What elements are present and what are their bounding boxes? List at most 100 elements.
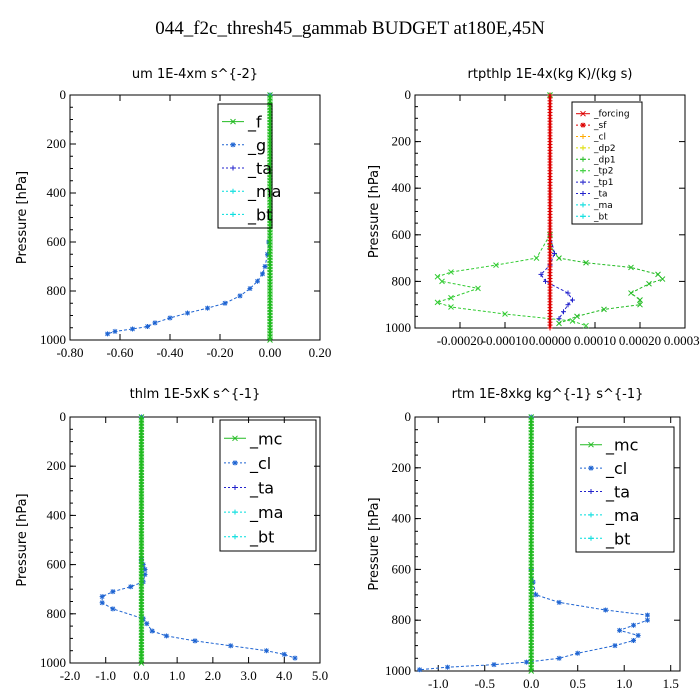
data-point xyxy=(612,643,618,649)
legend-label: _ma xyxy=(249,503,283,523)
series-line xyxy=(540,95,574,319)
x-tick-label: 4.0 xyxy=(276,668,292,683)
x-tick-label: 0.20 xyxy=(309,345,332,360)
legend-marker xyxy=(588,489,594,494)
legend-label: _mc xyxy=(249,429,282,449)
data-point xyxy=(646,280,652,287)
y-axis-label: Pressure [hPa] xyxy=(15,493,30,586)
y-tick-label: 800 xyxy=(392,273,412,288)
legend-label: _dp2 xyxy=(593,144,616,154)
data-point xyxy=(533,592,539,598)
x-tick-label: 5.0 xyxy=(312,668,328,683)
data-point xyxy=(547,325,553,331)
data-point xyxy=(635,632,641,638)
legend-label: _tp1 xyxy=(593,178,613,188)
legend-label: _dp1 xyxy=(593,155,616,165)
data-point xyxy=(262,264,268,269)
data-point xyxy=(601,306,607,313)
data-point xyxy=(524,659,530,665)
y-tick-label: 0 xyxy=(405,87,412,102)
legend-label: _bt xyxy=(249,528,274,548)
data-point xyxy=(110,606,116,612)
data-point xyxy=(570,297,575,303)
data-point xyxy=(556,320,562,327)
legend-label: _bt xyxy=(605,529,630,549)
y-tick-label: 0 xyxy=(60,409,67,424)
data-point xyxy=(556,316,562,322)
x-tick-label: 1.0 xyxy=(169,668,185,683)
data-point xyxy=(163,633,169,639)
x-tick-label: 0.0 xyxy=(523,676,539,691)
data-point xyxy=(281,651,287,657)
data-point xyxy=(105,331,110,337)
data-point xyxy=(99,594,105,600)
panel-title: rtm 1E-8xkg kg^{-1} s^{-1} xyxy=(452,387,644,402)
data-point xyxy=(502,311,508,317)
data-point xyxy=(538,271,544,277)
legend-marker xyxy=(232,485,238,490)
data-point xyxy=(138,660,145,666)
y-tick-label: 0 xyxy=(60,87,67,102)
y-axis-label: Pressure [hPa] xyxy=(367,497,382,590)
x-tick-label: -0.00010 xyxy=(482,333,529,348)
data-point xyxy=(491,662,497,668)
legend-label: _f xyxy=(247,113,262,133)
data-point xyxy=(99,600,105,606)
data-point xyxy=(260,271,265,277)
y-tick-label: 400 xyxy=(47,507,67,522)
panel-um: um 1E-4xm s^{-2} Pressure [hPa] 0 200 400 600… xyxy=(15,67,331,360)
y-tick-label: 1000 xyxy=(385,320,411,335)
panel-title: rtpthlp 1E-4x(kg K)/(kg s) xyxy=(468,67,633,82)
data-point xyxy=(475,285,481,292)
data-point xyxy=(247,286,253,292)
legend-box xyxy=(217,103,273,229)
series-line xyxy=(101,417,296,659)
data-point xyxy=(528,668,535,674)
x-tick-label: 0.00 xyxy=(259,345,282,360)
legend-marker xyxy=(232,534,238,540)
legend-label: _forcing xyxy=(593,110,630,120)
legend-marker xyxy=(232,460,238,466)
data-point xyxy=(267,337,273,343)
data-point xyxy=(128,584,134,590)
y-tick-label: 400 xyxy=(47,185,67,200)
data-point xyxy=(617,627,623,633)
x-tick-label: -0.40 xyxy=(156,345,183,360)
data-point xyxy=(556,655,562,661)
legend-marker xyxy=(580,191,586,196)
data-point xyxy=(603,607,609,613)
y-tick-label: 400 xyxy=(392,180,412,195)
legend-label: _ta xyxy=(593,190,608,200)
x-tick-label: 0.00000 xyxy=(529,333,571,348)
legend-label: _bt xyxy=(593,212,608,222)
x-tick-label: 2.0 xyxy=(205,668,221,683)
legend-marker xyxy=(230,211,236,217)
legend-label: _ma xyxy=(593,201,613,211)
data-point xyxy=(644,617,650,623)
data-point xyxy=(144,621,150,627)
legend-box xyxy=(219,419,317,552)
legend-label: _ta xyxy=(249,479,274,499)
data-point xyxy=(575,650,581,656)
legend: _f _g _ta _ma _bt xyxy=(217,103,281,229)
data-point xyxy=(533,255,540,261)
legend-marker xyxy=(588,535,594,541)
data-point xyxy=(569,318,576,324)
y-tick-label: 600 xyxy=(392,227,412,242)
legend-marker xyxy=(580,202,586,208)
series-cl xyxy=(99,414,298,661)
x-tick-label: 1.0 xyxy=(616,676,632,691)
data-point xyxy=(448,304,454,310)
y-tick-label: 1000 xyxy=(40,655,66,670)
x-tick-label: -0.5 xyxy=(474,676,495,691)
legend-marker xyxy=(580,156,586,162)
panel-rtpthlp: rtpthlp 1E-4x(kg K)/(kg s) Pressure [hPa]… xyxy=(367,67,700,348)
data-point xyxy=(574,313,580,320)
data-point xyxy=(149,628,155,634)
y-tick-label: 0 xyxy=(405,409,412,424)
data-point xyxy=(655,271,661,278)
figure-title: 044_f2c_thresh45_gammab BUDGET at180E,45… xyxy=(155,18,545,39)
y-axis-label: Pressure [hPa] xyxy=(15,171,30,264)
legend-marker xyxy=(588,512,594,518)
data-point xyxy=(448,294,454,301)
